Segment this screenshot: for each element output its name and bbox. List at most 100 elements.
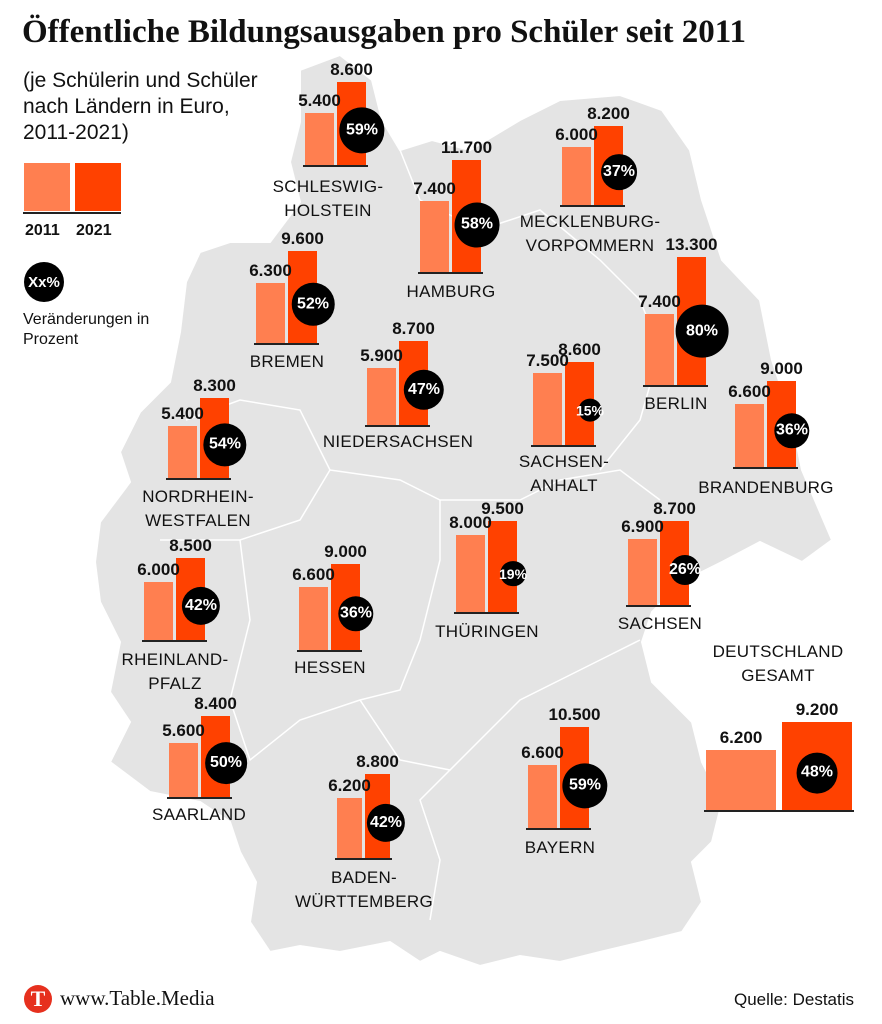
value-label-2021: 8.400 [194,694,237,714]
bar-2011 [169,743,198,797]
value-label-2011: 6.600 [728,381,771,401]
state-label-line: SACHSEN- [518,452,610,471]
change-circle: 48% [796,752,838,794]
value-label-2021: 9.200 [795,699,839,719]
bar-2011 [337,798,362,858]
value-label-2021: 8.700 [653,499,696,519]
legend-change-circle: Xx% [24,262,64,302]
bar-baseline [526,828,591,830]
change-circle: 36% [338,596,374,632]
state-label-line: HESSEN [294,658,366,677]
bar-2011 [144,582,173,640]
bar-baseline [365,425,430,427]
footer-url[interactable]: www.Table.Media [60,986,215,1010]
change-circle: 36% [774,413,810,449]
footer-source: Quelle: Destatis [734,990,854,1009]
value-label-2021: 8.500 [169,536,212,556]
value-label-2021: 9.000 [760,358,803,378]
value-label-2011: 6.200 [328,776,371,796]
state-label: HESSEN [294,656,366,680]
state-label: BRANDENBURG [698,476,834,500]
state-label-line: SCHLESWIG- [272,177,384,196]
state-label: BADEN- WÜRTTEMBERG [295,866,433,914]
value-label-2021: 8.600 [558,340,601,360]
state-label: RHEINLAND- PFALZ [122,648,229,696]
state-label: SAARLAND [152,803,246,827]
state-label-line: ANHALT [530,476,598,495]
value-label-2021: 11.700 [440,137,493,157]
state-label: BAYERN [525,836,595,860]
value-label-2011: 8.000 [449,513,492,533]
value-label-2021: 8.600 [330,60,373,80]
bar-baseline [704,810,854,812]
state-label: THÜRINGEN [435,620,539,644]
bar-2011 [533,373,562,445]
state-label: MECKLENBURG- VORPOMMERN [520,210,661,258]
state-label-line: VORPOMMERN [525,236,655,255]
bar-baseline [626,605,691,607]
table-media-logo: T [24,985,52,1013]
state-label: SACHSEN [618,612,702,636]
state-label: NORDRHEIN- WESTFALEN [142,485,254,533]
change-circle: 15% [576,398,604,422]
value-label-2011: 7.400 [413,178,456,198]
state-label-line: RHEINLAND- [121,650,229,669]
state-label: DEUTSCHLAND GESAMT [713,640,844,688]
change-circle: 47% [403,369,445,411]
legend-label-2011: 2011 [25,222,60,239]
value-label-2011: 6.000 [555,125,598,145]
bar-baseline [297,650,362,652]
state-label-line: PFALZ [148,674,202,693]
value-label-2011: 7.400 [638,291,681,311]
change-circle: 42% [181,586,221,625]
change-circle: 26% [669,554,701,585]
bar-baseline [167,797,232,799]
state-label-line: MECKLENBURG- [519,212,661,231]
value-label-2021: 8.300 [193,376,236,396]
value-label-2021: 13.300 [665,235,718,255]
state-label-line: BREMEN [249,352,325,371]
change-circle: 50% [205,742,247,784]
change-circle: 37% [601,154,637,190]
value-label-2021: 9.500 [481,498,524,518]
bar-2011 [367,368,396,425]
bar-baseline [142,640,207,642]
bar-baseline [531,445,596,447]
state-label: SACHSEN- ANHALT [519,450,609,498]
value-label-2021: 8.800 [356,751,399,771]
state-label-line: HOLSTEIN [284,201,372,220]
value-label-2011: 5.400 [161,404,204,424]
bar-baseline [643,385,708,387]
state-label-line: SAARLAND [151,805,247,824]
legend-label-2021: 2021 [76,222,112,239]
bar-baseline [418,272,483,274]
value-label-2011: 6.600 [521,742,564,762]
change-circle: 59% [562,763,608,809]
state-label-line: SACHSEN [617,614,703,633]
state-label: BREMEN [250,350,325,374]
bar-2011 [420,200,449,272]
change-circle: 42% [366,803,406,842]
state-label-line: WÜRTTEMBERG [294,892,434,911]
value-label-2011: 7.500 [526,351,569,370]
bar-2011 [735,403,764,467]
state-label-line: DEUTSCHLAND [712,642,844,661]
bar-baseline [454,612,519,614]
bar-baseline [335,858,392,860]
bar-2011 [628,538,657,605]
bar-baseline [303,165,368,167]
state-label: NIEDERSACHSEN [323,430,473,454]
value-label-2021: 10.500 [548,705,601,725]
state-label: BERLIN [644,392,707,416]
value-label-2011: 6.000 [137,560,180,580]
state-label-line: WESTFALEN [145,511,251,530]
state-label: SCHLESWIG- HOLSTEIN [273,175,384,223]
legend-swatch-2011 [24,163,70,211]
value-label-2011: 5.900 [360,346,403,366]
value-label-2011: 6.600 [292,564,335,584]
bar-baseline [733,467,798,469]
change-circle: 54% [203,422,247,467]
bar-2011 [305,113,334,165]
value-label-2021: 8.700 [392,319,435,339]
